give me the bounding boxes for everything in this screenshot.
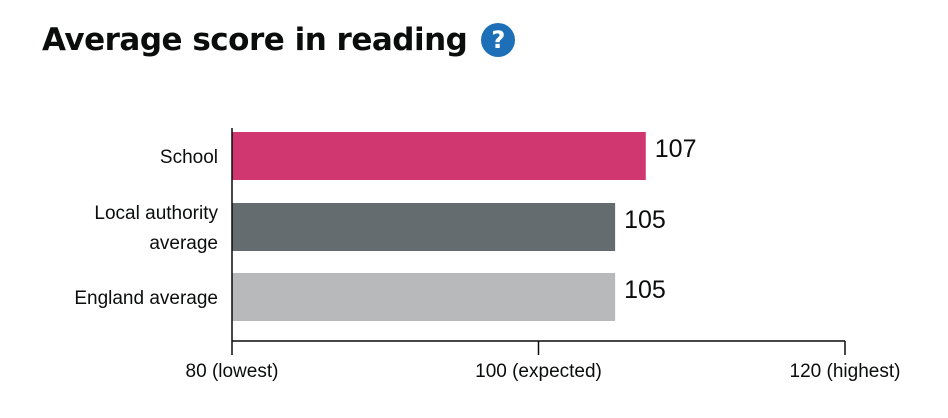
value-label-2: 105 xyxy=(624,276,666,304)
chart-title: Average score in reading xyxy=(42,22,468,58)
bar-2 xyxy=(232,273,616,321)
x-tick-label-1: 100 (expected) xyxy=(475,361,602,382)
category-label-1-line-1: average xyxy=(149,233,218,254)
question-mark-icon[interactable]: ? xyxy=(481,23,516,57)
category-label-1-line-0: Local authority xyxy=(94,203,218,224)
x-tick-label-2: 120 (highest) xyxy=(790,361,901,382)
category-label-0: School xyxy=(160,147,218,168)
bar-0 xyxy=(232,132,646,180)
x-tick-label-0: 80 (lowest) xyxy=(186,361,279,382)
value-label-1: 105 xyxy=(624,206,666,234)
category-label-2: England average xyxy=(74,288,218,309)
value-label-0: 107 xyxy=(655,135,697,163)
bar-1 xyxy=(232,203,616,251)
chart-header: Average score in reading ? xyxy=(42,14,516,66)
